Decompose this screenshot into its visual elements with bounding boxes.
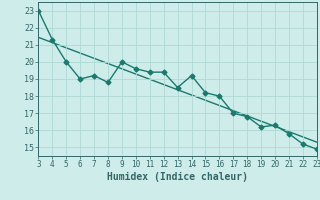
X-axis label: Humidex (Indice chaleur): Humidex (Indice chaleur) xyxy=(107,172,248,182)
